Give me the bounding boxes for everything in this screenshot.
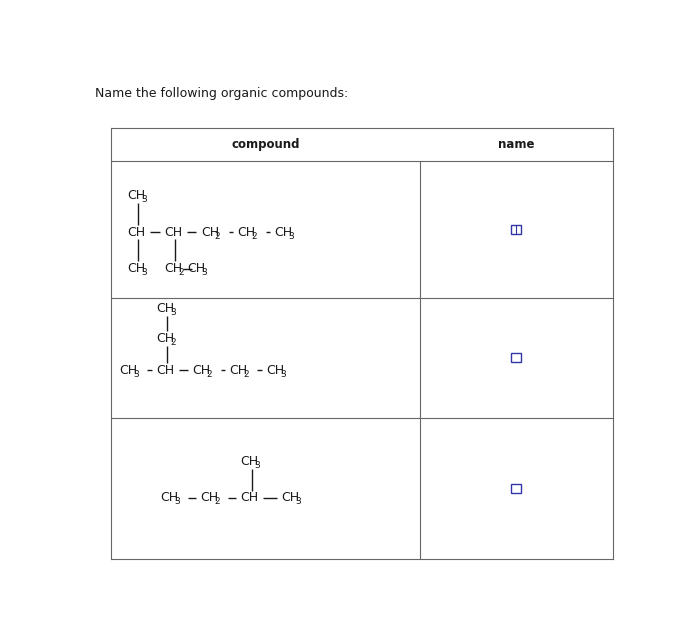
Text: CH: CH (230, 364, 248, 377)
FancyBboxPatch shape (512, 354, 521, 363)
Text: CH: CH (164, 262, 182, 275)
Text: 2: 2 (251, 232, 257, 240)
Text: CH: CH (120, 364, 138, 377)
Text: CH: CH (187, 262, 205, 275)
Text: CH: CH (164, 226, 182, 238)
Text: CH: CH (156, 364, 174, 377)
Text: 2: 2 (244, 370, 249, 378)
Text: CH: CH (200, 492, 219, 504)
FancyBboxPatch shape (512, 484, 521, 492)
Text: CH: CH (193, 364, 211, 377)
Text: CH: CH (201, 226, 219, 238)
Text: CH: CH (127, 226, 145, 238)
Text: 3: 3 (170, 308, 176, 317)
Text: 2: 2 (207, 370, 212, 378)
Text: 2: 2 (178, 268, 184, 277)
Text: 3: 3 (141, 195, 148, 204)
Text: 3: 3 (201, 268, 207, 277)
Text: 2: 2 (170, 338, 175, 347)
Text: 2: 2 (215, 232, 221, 240)
Text: 3: 3 (134, 370, 139, 378)
Text: CH: CH (237, 226, 255, 238)
Text: 3: 3 (174, 497, 180, 506)
Text: 3: 3 (141, 268, 148, 277)
Text: name: name (498, 138, 535, 151)
Text: 2: 2 (214, 497, 220, 506)
Text: Name the following organic compounds:: Name the following organic compounds: (95, 87, 348, 100)
Text: CH: CH (281, 492, 299, 504)
Text: CH: CH (156, 302, 174, 315)
Text: 3: 3 (295, 497, 301, 506)
Text: CH: CH (127, 189, 145, 202)
Text: 3: 3 (255, 460, 260, 469)
FancyBboxPatch shape (512, 225, 521, 234)
Text: CH: CH (160, 492, 178, 504)
Text: CH: CH (274, 226, 292, 238)
Text: CH: CH (241, 492, 259, 504)
Text: CH: CH (266, 364, 284, 377)
Text: 3: 3 (288, 232, 294, 240)
Text: CH: CH (241, 455, 259, 467)
Text: CH: CH (127, 262, 145, 275)
Text: CH: CH (156, 332, 174, 345)
Text: 3: 3 (280, 370, 286, 378)
Text: compound: compound (231, 138, 300, 151)
